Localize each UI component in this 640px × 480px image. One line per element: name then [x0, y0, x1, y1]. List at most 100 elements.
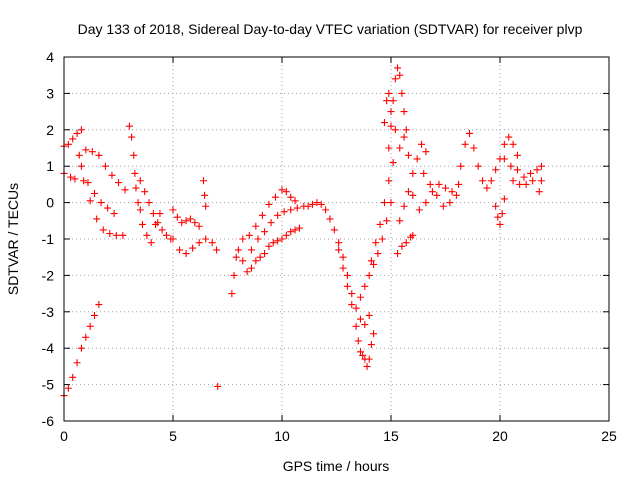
data-point: [317, 200, 325, 208]
data-point: [370, 330, 378, 338]
data-point: [409, 231, 417, 239]
data-point: [95, 151, 103, 159]
data-point: [500, 155, 508, 163]
data-points: [60, 64, 545, 400]
data-point: [71, 175, 79, 183]
data-point: [359, 351, 367, 359]
data-point: [391, 75, 399, 83]
data-point: [252, 222, 260, 230]
x-tick-label: 10: [274, 428, 290, 444]
data-point: [513, 151, 521, 159]
x-tick-label: 5: [169, 428, 177, 444]
data-point: [507, 162, 515, 170]
grid: [64, 57, 609, 421]
data-point: [509, 140, 517, 148]
data-point: [361, 321, 369, 329]
data-point: [201, 191, 209, 199]
data-point: [230, 271, 238, 279]
data-point: [356, 315, 364, 323]
data-point: [380, 199, 388, 207]
data-point: [404, 188, 412, 196]
data-point: [418, 140, 426, 148]
data-point: [457, 162, 465, 170]
data-point: [88, 148, 96, 156]
data-point: [455, 180, 463, 188]
data-point: [396, 217, 404, 225]
data-point: [256, 253, 264, 261]
data-point: [69, 373, 77, 381]
data-point: [287, 193, 295, 201]
data-point: [505, 133, 513, 141]
y-tick-label: -3: [42, 304, 55, 320]
x-tick-label: 15: [383, 428, 399, 444]
data-point: [138, 220, 146, 228]
data-point: [313, 199, 321, 207]
data-point: [182, 217, 190, 225]
data-point: [535, 188, 543, 196]
data-point: [487, 177, 495, 185]
y-tick-label: 2: [46, 122, 54, 138]
data-point: [391, 126, 399, 134]
data-point: [376, 220, 384, 228]
data-point: [394, 64, 402, 72]
data-point: [378, 235, 386, 243]
data-point: [245, 231, 253, 239]
data-point: [348, 290, 356, 298]
data-point: [398, 89, 406, 97]
data-point: [77, 162, 85, 170]
data-point: [400, 202, 408, 210]
data-point: [522, 180, 530, 188]
data-point: [470, 144, 478, 152]
data-point: [86, 322, 94, 330]
data-point: [396, 71, 404, 79]
data-point: [200, 177, 208, 185]
data-point: [75, 151, 83, 159]
data-point: [387, 199, 395, 207]
data-point: [274, 237, 282, 245]
data-point: [452, 191, 460, 199]
data-point: [389, 97, 397, 105]
data-point: [385, 89, 393, 97]
data-point: [365, 355, 373, 363]
data-point: [182, 250, 190, 258]
data-point: [158, 226, 166, 234]
data-point: [258, 211, 266, 219]
data-point: [145, 199, 153, 207]
data-point: [104, 204, 112, 212]
data-point: [121, 186, 129, 194]
data-point: [413, 155, 421, 163]
data-point: [446, 199, 454, 207]
y-tick-label: -2: [42, 267, 55, 283]
data-point: [149, 210, 157, 218]
data-point: [291, 226, 299, 234]
data-point: [387, 108, 395, 116]
data-point: [348, 301, 356, 309]
data-point: [409, 169, 417, 177]
data-point: [101, 162, 109, 170]
data-point: [271, 193, 279, 201]
data-point: [498, 210, 506, 218]
data-point: [291, 197, 299, 205]
data-point: [422, 148, 430, 156]
data-point: [513, 166, 521, 174]
data-point: [152, 220, 160, 228]
data-point: [280, 208, 288, 216]
data-point: [189, 244, 197, 252]
data-point: [186, 215, 194, 223]
y-tick-label: -4: [42, 340, 55, 356]
data-point: [243, 268, 251, 276]
data-point: [483, 184, 491, 192]
data-point: [442, 184, 449, 192]
y-tick-label: -1: [42, 231, 55, 247]
data-point: [428, 188, 436, 196]
data-point: [77, 344, 85, 352]
data-point: [282, 188, 290, 196]
data-point: [106, 230, 114, 238]
data-point: [383, 217, 391, 225]
data-point: [365, 311, 373, 319]
plot-frame: [63, 56, 610, 422]
chart-title: Day 133 of 2018, Sidereal Day-to-day VTE…: [78, 21, 583, 37]
data-point: [247, 246, 255, 254]
data-point: [293, 204, 301, 212]
